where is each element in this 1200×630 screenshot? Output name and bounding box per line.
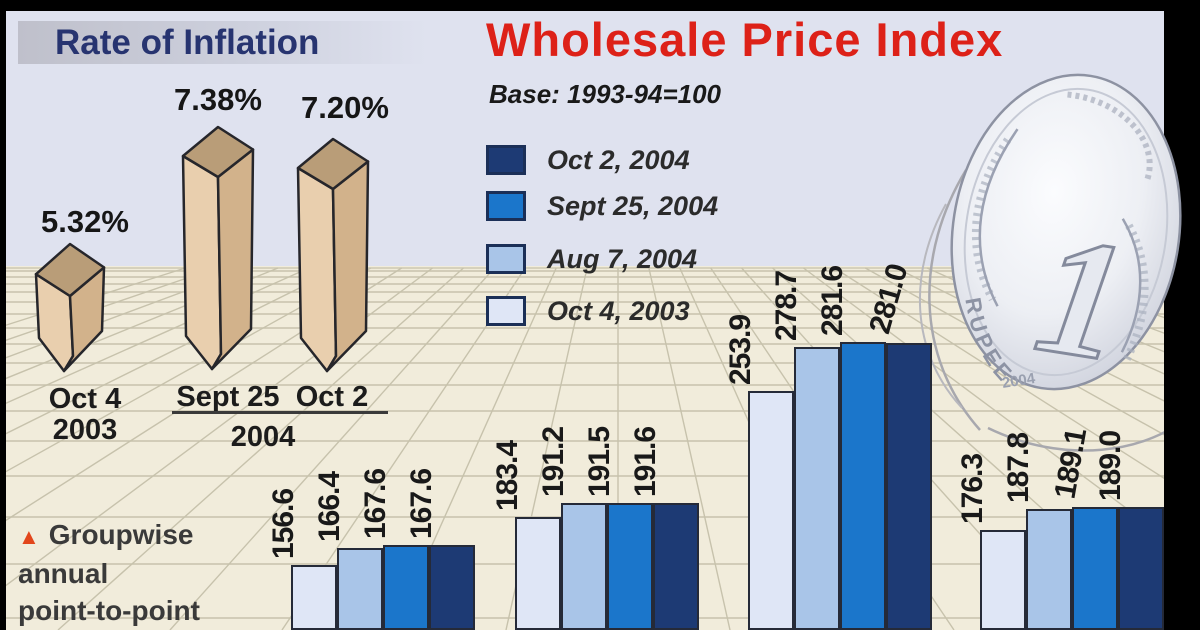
- footnote-text: Groupwise: [48, 519, 194, 550]
- legend-label: Sept 25, 2004: [547, 190, 719, 221]
- wpi-bar-value-label: 191.5: [583, 426, 616, 497]
- axis-label-2003: 2003: [52, 414, 118, 446]
- legend-item-sept25-2004: Sept 25, 2004: [486, 190, 718, 222]
- wpi-bar: [840, 342, 886, 630]
- axis-label-oct4: Oct 4: [48, 383, 122, 415]
- wpi-bar-value-label: 176.3: [956, 453, 989, 524]
- wpi-bar-value-label: 278.7: [770, 271, 803, 342]
- frame-border-top: [0, 0, 1200, 11]
- footnote-line-2: annual: [18, 558, 109, 589]
- inflation-value-oct2-2004: 7.20%: [301, 90, 389, 125]
- wpi-bar: [653, 502, 699, 630]
- axis-label-2004: 2004: [230, 421, 296, 453]
- wpi-bar: [886, 343, 932, 630]
- frame-border-right: [1164, 0, 1200, 630]
- wpi-bar: [607, 502, 653, 630]
- year-2004-rule: [172, 411, 388, 414]
- swoosh-arc-left-inner: [918, 203, 963, 409]
- legend-swatch-oct4-2003: [486, 296, 526, 326]
- legend-swatch-sept25-2004: [486, 191, 526, 221]
- wpi-bar-value-label: 183.4: [491, 441, 524, 512]
- wpi-base-note: Base: 1993-94=100: [489, 79, 722, 109]
- wpi-title: Wholesale Price Index: [486, 13, 1004, 66]
- wpi-bar: [1072, 507, 1118, 630]
- wpi-bar: [383, 545, 429, 630]
- legend-item-oct4-2003: Oct 4, 2003: [486, 295, 690, 327]
- swoosh-arc-left: [928, 169, 981, 431]
- wpi-bar: [1118, 507, 1164, 630]
- wpi-bar: [794, 347, 840, 630]
- legend-label: Oct 4, 2003: [547, 295, 690, 326]
- inflation-3d-bars: [34, 125, 370, 373]
- legend-swatch-oct2-2004: [486, 145, 526, 175]
- wpi-bar-value-label: 156.6: [267, 488, 300, 559]
- inflation-value-oct4-2003: 5.32%: [41, 204, 129, 239]
- wpi-bar-value-label: 281.6: [816, 265, 849, 336]
- rate-of-inflation-title: Rate of Inflation: [55, 23, 320, 62]
- legend-item-aug7-2004: Aug 7, 2004: [486, 243, 697, 275]
- inflation-value-sept25-2004: 7.38%: [174, 82, 262, 117]
- wpi-bar-value-label: 167.6: [405, 469, 438, 540]
- axis-label-oct2: Oct 2: [295, 381, 369, 413]
- wpi-bar: [1026, 509, 1072, 630]
- footnote-line-3: point-to-point: [18, 595, 200, 626]
- wpi-bar: [337, 547, 383, 630]
- axis-label-sept25: Sept 25: [176, 381, 280, 413]
- legend-swatch-aug7-2004: [486, 244, 526, 274]
- chart-footnote: ▲ Groupwise annual point-to-point: [18, 516, 200, 629]
- legend-label: Oct 2, 2004: [547, 144, 690, 175]
- footnote-line-1: ▲ Groupwise: [18, 516, 200, 555]
- wpi-bar: [561, 503, 607, 630]
- wpi-bar: [515, 517, 561, 630]
- wpi-bar-value-label: 191.2: [537, 427, 570, 498]
- wpi-bar: [291, 565, 337, 630]
- wpi-bar-value-label: 189.0: [1094, 431, 1127, 502]
- frame-border-left: [0, 0, 6, 630]
- legend-item-oct2-2004: Oct 2, 2004: [486, 144, 690, 176]
- legend-label: Aug 7, 2004: [547, 243, 698, 274]
- wpi-bar: [748, 391, 794, 630]
- wpi-bar: [429, 545, 475, 630]
- wpi-bar: [980, 529, 1026, 630]
- rate-of-inflation-header: Rate of Inflation: [18, 21, 427, 64]
- wpi-bar-value-label: 191.6: [629, 426, 662, 497]
- wpi-bar-value-label: 281.0: [863, 260, 915, 338]
- wpi-bar-value-label: 187.8: [1002, 433, 1035, 504]
- triangle-marker-icon: ▲: [18, 524, 40, 549]
- wpi-bar-value-label: 253.9: [724, 315, 757, 386]
- wpi-bar-value-label: 167.6: [359, 469, 392, 540]
- wpi-bar-value-label: 189.1: [1048, 426, 1094, 502]
